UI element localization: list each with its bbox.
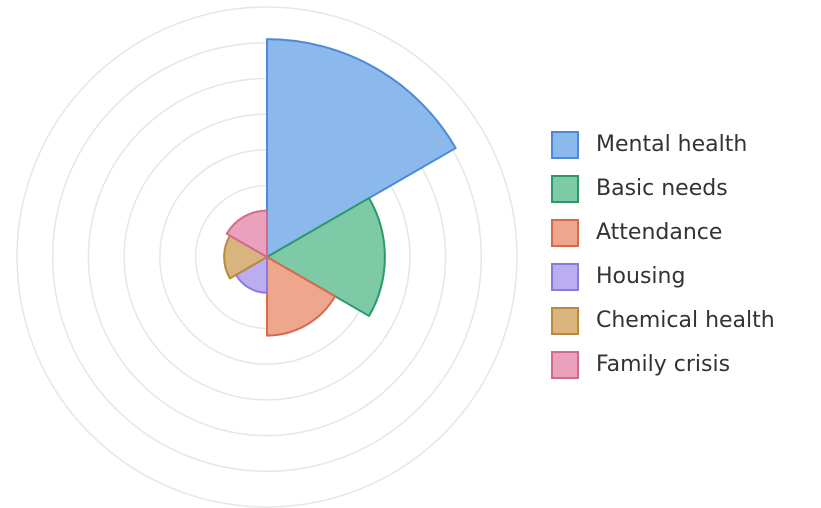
legend-swatch: [551, 307, 579, 335]
legend-label: Attendance: [596, 220, 722, 245]
wedge: [266, 197, 386, 317]
legend-swatch: [551, 351, 579, 379]
legend-swatch: [551, 219, 579, 247]
legend-swatch: [551, 131, 579, 159]
legend-label: Housing: [596, 264, 685, 289]
wedge: [266, 38, 457, 258]
legend-label: Mental health: [596, 132, 747, 157]
grid-circle: [16, 6, 518, 508]
legend-swatch: [551, 175, 579, 203]
legend-swatch: [551, 263, 579, 291]
legend-label: Basic needs: [596, 176, 728, 201]
wedge: [266, 256, 337, 337]
legend-label: Family crisis: [596, 352, 730, 377]
wedge: [225, 209, 268, 258]
legend-label: Chemical health: [596, 308, 775, 333]
